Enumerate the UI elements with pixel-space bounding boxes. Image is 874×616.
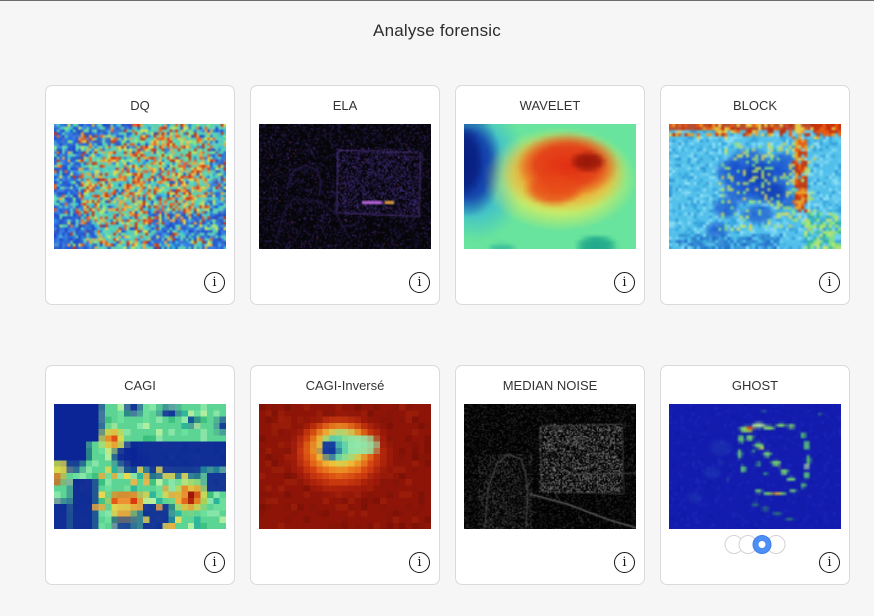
card-block: BLOCK i bbox=[660, 85, 850, 305]
analysis-cards-grid: DQ i ELA i WAVELET i BLOCK i CAGI i CAGI bbox=[45, 85, 850, 585]
wavelet-heatmap-thumbnail[interactable] bbox=[464, 124, 636, 249]
card-cagi: CAGI i bbox=[45, 365, 235, 585]
dq-heatmap-canvas bbox=[54, 124, 226, 249]
info-icon[interactable]: i bbox=[409, 272, 430, 293]
card-title-block: BLOCK bbox=[732, 98, 778, 113]
card-ela: ELA i bbox=[250, 85, 440, 305]
cagi-inverse-heatmap-thumbnail[interactable] bbox=[259, 404, 431, 529]
block-heatmap-canvas bbox=[669, 124, 841, 249]
cagi-inverse-heatmap-canvas bbox=[259, 404, 431, 529]
page-dot[interactable] bbox=[752, 535, 772, 554]
page-title: Analyse forensic bbox=[373, 21, 501, 40]
card-title-cagi-inverse: CAGI-Inversé bbox=[305, 378, 385, 393]
window-top-divider bbox=[0, 0, 874, 1]
ela-image-canvas bbox=[259, 124, 431, 249]
card-ghost: GHOST i bbox=[660, 365, 850, 585]
card-title-wavelet: WAVELET bbox=[519, 98, 581, 113]
info-icon[interactable]: i bbox=[204, 552, 225, 573]
ghost-heatmap-thumbnail[interactable] bbox=[669, 404, 841, 529]
card-title-dq: DQ bbox=[130, 98, 150, 113]
ela-image-thumbnail[interactable] bbox=[259, 124, 431, 249]
info-icon[interactable]: i bbox=[204, 272, 225, 293]
ghost-heatmap-canvas bbox=[669, 404, 841, 529]
card-title-cagi: CAGI bbox=[124, 378, 156, 393]
cagi-heatmap-thumbnail[interactable] bbox=[54, 404, 226, 529]
card-cagi-inverse: CAGI-Inversé i bbox=[250, 365, 440, 585]
card-dq: DQ i bbox=[45, 85, 235, 305]
card-title-ghost: GHOST bbox=[731, 378, 779, 393]
card-title-median-noise: MEDIAN NOISE bbox=[502, 378, 598, 393]
dq-heatmap-thumbnail[interactable] bbox=[54, 124, 226, 249]
wavelet-heatmap-canvas bbox=[464, 124, 636, 249]
card-median-noise: MEDIAN NOISE i bbox=[455, 365, 645, 585]
ghost-pagination bbox=[724, 535, 786, 554]
info-icon[interactable]: i bbox=[819, 552, 840, 573]
cagi-heatmap-canvas bbox=[54, 404, 226, 529]
card-title-ela: ELA bbox=[332, 98, 358, 113]
info-icon[interactable]: i bbox=[409, 552, 430, 573]
median-noise-image-canvas bbox=[464, 404, 636, 529]
median-noise-image-thumbnail[interactable] bbox=[464, 404, 636, 529]
info-icon[interactable]: i bbox=[614, 552, 635, 573]
card-wavelet: WAVELET i bbox=[455, 85, 645, 305]
block-heatmap-thumbnail[interactable] bbox=[669, 124, 841, 249]
info-icon[interactable]: i bbox=[819, 272, 840, 293]
info-icon[interactable]: i bbox=[614, 272, 635, 293]
